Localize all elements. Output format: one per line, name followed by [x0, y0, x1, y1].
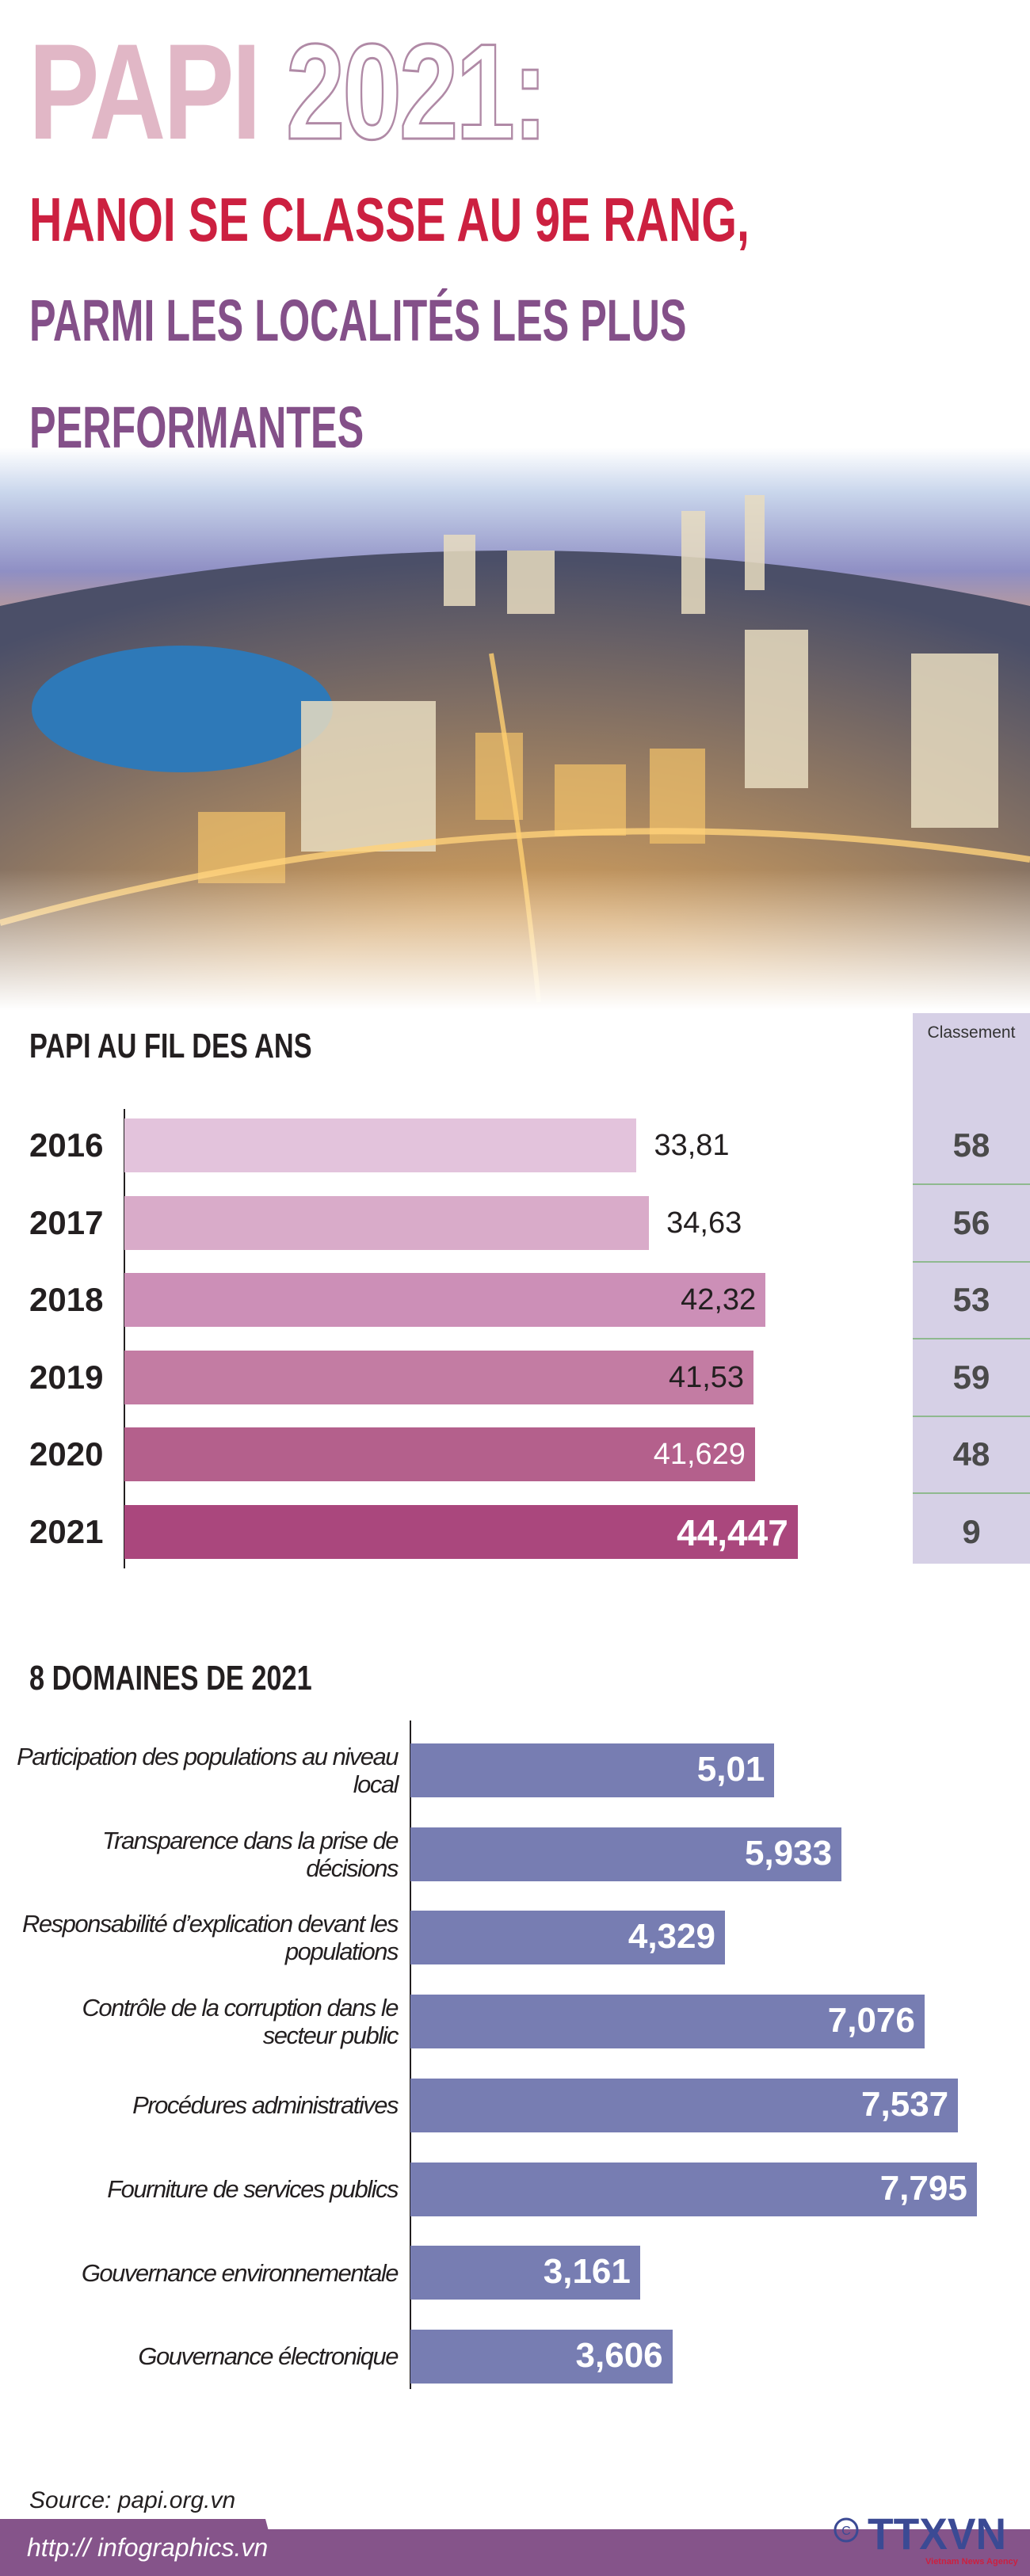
domain-label: Fourniture de services publics	[107, 2175, 399, 2203]
svg-text:C: C	[841, 2525, 851, 2538]
chart2-axis	[410, 1721, 411, 2389]
year-label: 2018	[29, 1281, 104, 1318]
domain-bar	[410, 2329, 673, 2384]
domain-value-label: 7,795	[879, 2168, 967, 2208]
domain-bar	[410, 2078, 959, 2132]
domain-value-label: 5,933	[744, 1833, 833, 1873]
rank-value: 56	[952, 1203, 990, 1241]
year-label: 2019	[29, 1358, 104, 1396]
ranking-header: Classement	[927, 1023, 1016, 1042]
rank-value: 48	[952, 1435, 990, 1473]
bar-value-label: 33,81	[654, 1129, 730, 1162]
year-bar	[124, 1195, 650, 1250]
domain-bar	[410, 2162, 977, 2216]
domain-bar	[410, 1911, 725, 1965]
rank-value: 59	[952, 1358, 990, 1396]
svg-text:Vietnam News Agency: Vietnam News Agency	[925, 2557, 1019, 2566]
year-bar	[124, 1504, 798, 1559]
hanoi-cityscape-photo	[0, 448, 1030, 1010]
rank-separator	[913, 1338, 1030, 1339]
main-title: PAPI 2021:	[29, 23, 549, 162]
year-label: 2021	[29, 1512, 104, 1550]
year-bar	[124, 1273, 766, 1327]
domain-label-box: Gouvernance environnementale	[13, 2246, 399, 2300]
domain-value-label: 5,01	[696, 1750, 765, 1789]
bar-value-label: 34,63	[666, 1206, 742, 1240]
domain-bar	[410, 1995, 925, 2049]
bar-value-label: 41,53	[668, 1360, 745, 1394]
year-bar	[124, 1118, 637, 1172]
domain-label: Gouvernance environnementale	[81, 2258, 399, 2287]
rank-value: 58	[952, 1126, 990, 1164]
footer-tab	[0, 2519, 280, 2576]
ttxvn-logo: C TTXVN Vietnam News Agency	[832, 2503, 1022, 2566]
footer-url-link[interactable]: http:// infographics.vn	[27, 2533, 269, 2562]
domain-label: Responsabilité d’explication devant les …	[22, 1910, 399, 1966]
headline-red: HANOI SE CLASSE AU 9E RANG,	[29, 185, 750, 254]
domain-value-label: 4,329	[628, 1917, 715, 1957]
copyright-icon	[834, 2517, 859, 2543]
bar-value-label: 41,629	[653, 1438, 746, 1471]
domain-label-box: Gouvernance électronique	[13, 2330, 399, 2384]
domain-label-box: Responsabilité d’explication devant les …	[13, 1910, 399, 1966]
domain-label: Participation des populations au niveau …	[17, 1743, 399, 1798]
rank-value: 53	[952, 1281, 990, 1318]
domain-label-box: Procédures administratives	[13, 2079, 399, 2132]
domain-label-box: Fourniture de services publics	[13, 2163, 399, 2216]
chart1-axis	[124, 1109, 125, 1568]
domain-value-label: 7,076	[827, 2001, 915, 2041]
year-bar	[124, 1350, 754, 1404]
domain-label-box: Contrôle de la corruption dans le secteu…	[13, 1994, 399, 2050]
domain-label: Contrôle de la corruption dans le secteu…	[82, 1994, 399, 2050]
chart1-title: PAPI AU FIL DES ANS	[29, 1027, 312, 1065]
domain-label: Gouvernance électronique	[138, 2342, 399, 2371]
year-label: 2020	[29, 1435, 104, 1473]
year-bar	[124, 1427, 755, 1481]
chart2-title: 8 DOMAINES DE 2021	[29, 1659, 312, 1698]
domain-value-label: 7,537	[861, 2084, 949, 2124]
rank-separator	[913, 1492, 1030, 1494]
year-label: 2017	[29, 1203, 104, 1241]
rank-separator	[913, 1183, 1030, 1185]
domain-label-box: Transparence dans la prise de décisions	[13, 1826, 399, 1882]
source-text: Source: papi.org.vn	[29, 2487, 236, 2513]
domain-value-label: 3,606	[575, 2335, 663, 2375]
rank-value: 9	[962, 1512, 981, 1550]
domain-label: Procédures administratives	[132, 2091, 399, 2120]
domain-value-label: 3,161	[543, 2252, 631, 2292]
year-label: 2016	[29, 1126, 104, 1164]
domain-label-box: Participation des populations au niveau …	[13, 1743, 399, 1798]
svg-text:TTXVN: TTXVN	[868, 2509, 1006, 2559]
domain-bar	[410, 2246, 640, 2300]
headline-purple-line1: PARMI LES LOCALITÉS LES PLUS	[29, 288, 687, 353]
bar-value-label: 42,32	[681, 1283, 757, 1317]
domain-bar	[410, 1743, 775, 1797]
ranking-column	[913, 1013, 1030, 1564]
title-papi: PAPI	[29, 16, 261, 168]
domain-bar	[410, 1827, 842, 1881]
rank-separator	[913, 1260, 1030, 1263]
bar-value-label: 44,447	[677, 1511, 788, 1553]
domain-label: Transparence dans la prise de décisions	[102, 1826, 399, 1882]
title-year: 2021:	[285, 16, 549, 168]
rank-separator	[913, 1415, 1030, 1417]
